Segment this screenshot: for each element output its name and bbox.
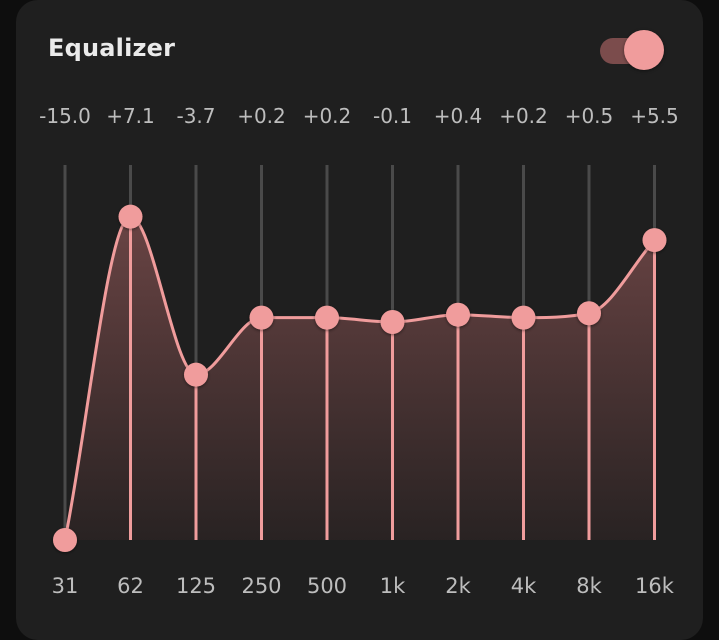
freq-label-62: 62 <box>117 574 144 598</box>
freq-label-250: 250 <box>241 574 282 598</box>
equalizer-title: Equalizer <box>48 34 176 62</box>
gain-label-500: +0.2 <box>302 104 352 128</box>
slider-knob-500[interactable] <box>315 305 339 330</box>
freq-label-500: 500 <box>306 574 348 598</box>
slider-knob-250[interactable] <box>249 305 274 330</box>
gain-label-1k: -0.1 <box>372 104 413 128</box>
slider-knob-31[interactable] <box>53 528 77 552</box>
gain-label-62: +7.1 <box>106 104 155 128</box>
gain-label-31: -15.0 <box>39 104 91 128</box>
toggle-thumb[interactable] <box>624 30 664 70</box>
equalizer-toggle[interactable] <box>600 30 666 70</box>
response-fill <box>65 216 655 540</box>
slider-knob-1k[interactable] <box>380 310 405 335</box>
slider-knob-16k[interactable] <box>642 228 667 253</box>
gain-label-16k: +5.5 <box>630 104 679 128</box>
freq-label-1k: 1k <box>379 574 406 598</box>
freq-label-8k: 8k <box>576 574 602 598</box>
freq-label-2k: 2k <box>445 574 471 598</box>
freq-label-125: 125 <box>175 574 217 598</box>
gain-label-2k: +0.4 <box>433 104 483 128</box>
slider-knob-4k[interactable] <box>511 305 536 330</box>
equalizer-graph <box>53 165 667 552</box>
gain-label-8k: +0.5 <box>564 104 614 128</box>
freq-label-31: 31 <box>51 574 79 598</box>
slider-knob-8k[interactable] <box>577 301 601 326</box>
gain-label-250: +0.2 <box>237 104 286 128</box>
slider-knob-62[interactable] <box>118 204 143 229</box>
freq-label-16k: 16k <box>635 574 674 598</box>
slider-knob-125[interactable] <box>184 362 208 387</box>
slider-knob-2k[interactable] <box>446 302 470 327</box>
gain-label-4k: +0.2 <box>499 104 548 128</box>
freq-label-4k: 4k <box>510 574 537 598</box>
gain-label-125: -3.7 <box>176 104 216 128</box>
